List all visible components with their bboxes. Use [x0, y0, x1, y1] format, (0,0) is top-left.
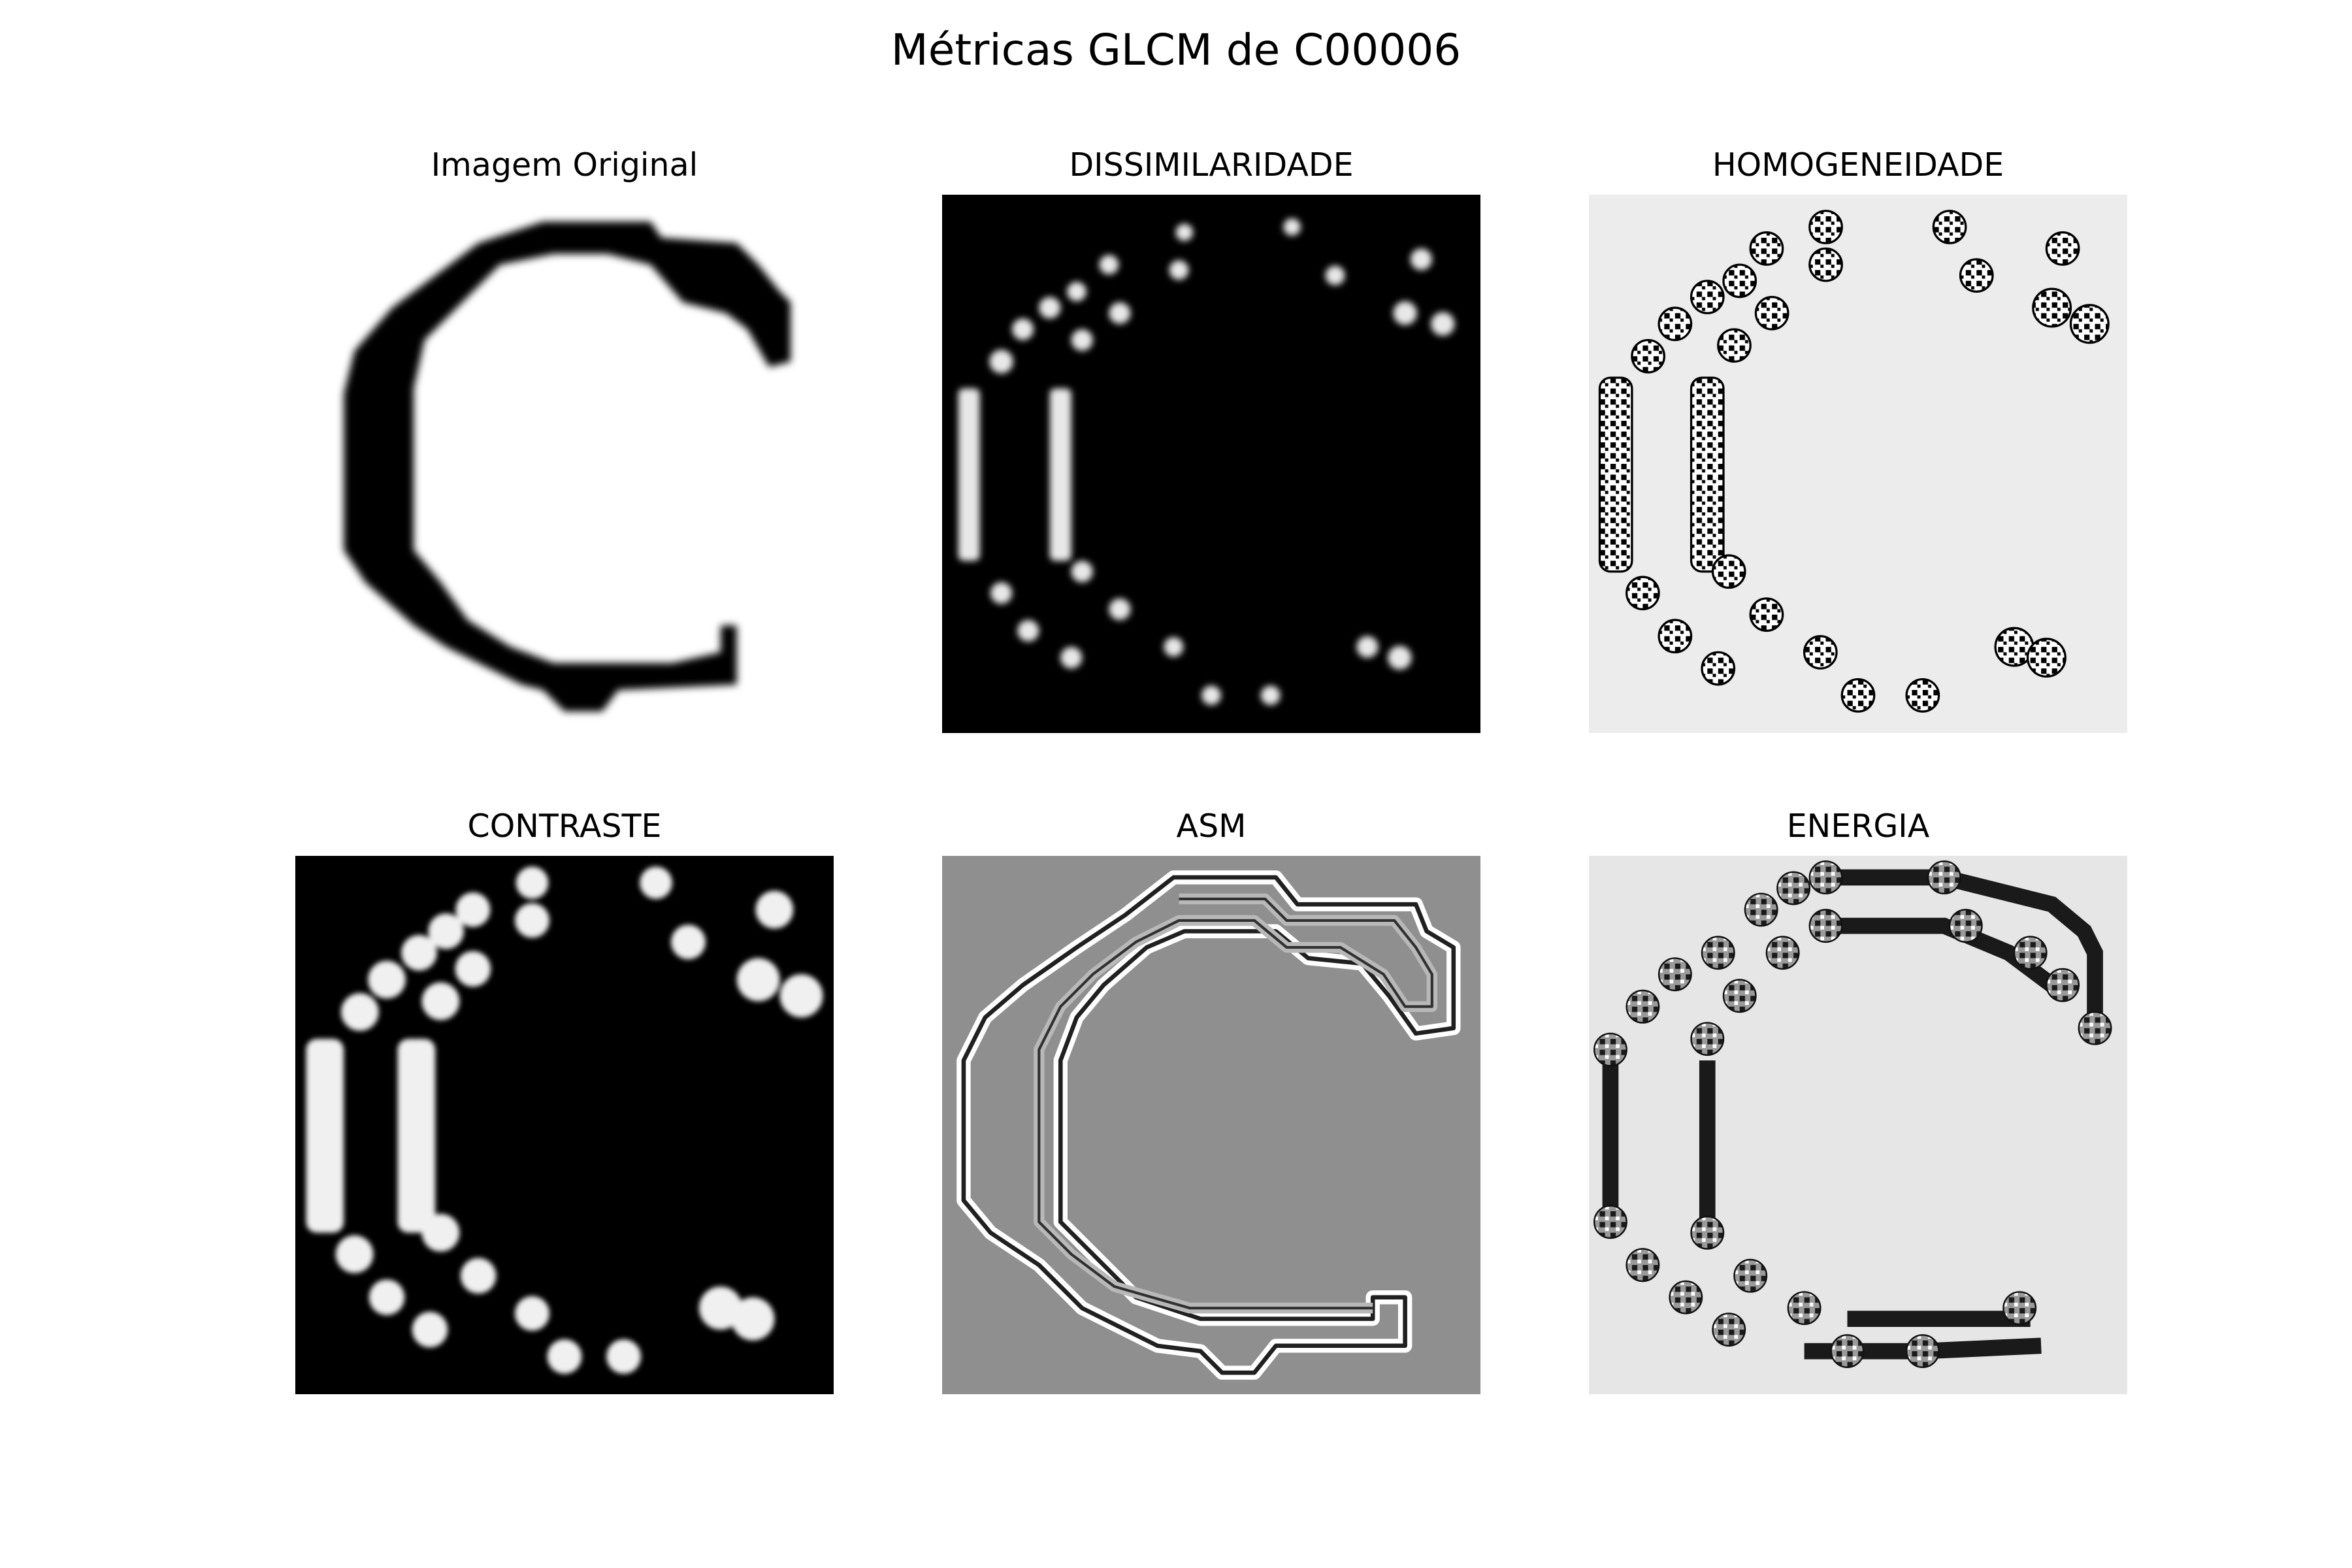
dissimilaridade-plot	[942, 195, 1480, 733]
panel-title-dissimilaridade: DISSIMILARIDADE	[1069, 146, 1354, 184]
panel-title-energia: ENERGIA	[1786, 808, 1930, 845]
panel-dissimilaridade	[942, 195, 1480, 733]
asm-plot	[942, 856, 1480, 1394]
panel-original-image	[295, 195, 834, 733]
contraste-plot	[295, 856, 834, 1394]
panel-asm	[942, 856, 1480, 1394]
energia-plot	[1589, 856, 2127, 1394]
panel-title-original: Imagem Original	[431, 146, 698, 184]
figure-title: Métricas GLCM de C00006	[890, 25, 1462, 75]
letter-c-glyph	[344, 221, 791, 712]
original-image-plot	[295, 195, 834, 733]
panel-homogeneidade	[1589, 195, 2127, 733]
panel-title-asm: ASM	[1176, 808, 1247, 845]
panel-title-homogeneidade: HOMOGENEIDADE	[1712, 146, 2004, 184]
panel-energia	[1589, 856, 2127, 1394]
panel-title-contraste: CONTRASTE	[467, 808, 662, 845]
panel-contraste	[295, 856, 834, 1394]
homogeneidade-plot	[1589, 195, 2127, 733]
